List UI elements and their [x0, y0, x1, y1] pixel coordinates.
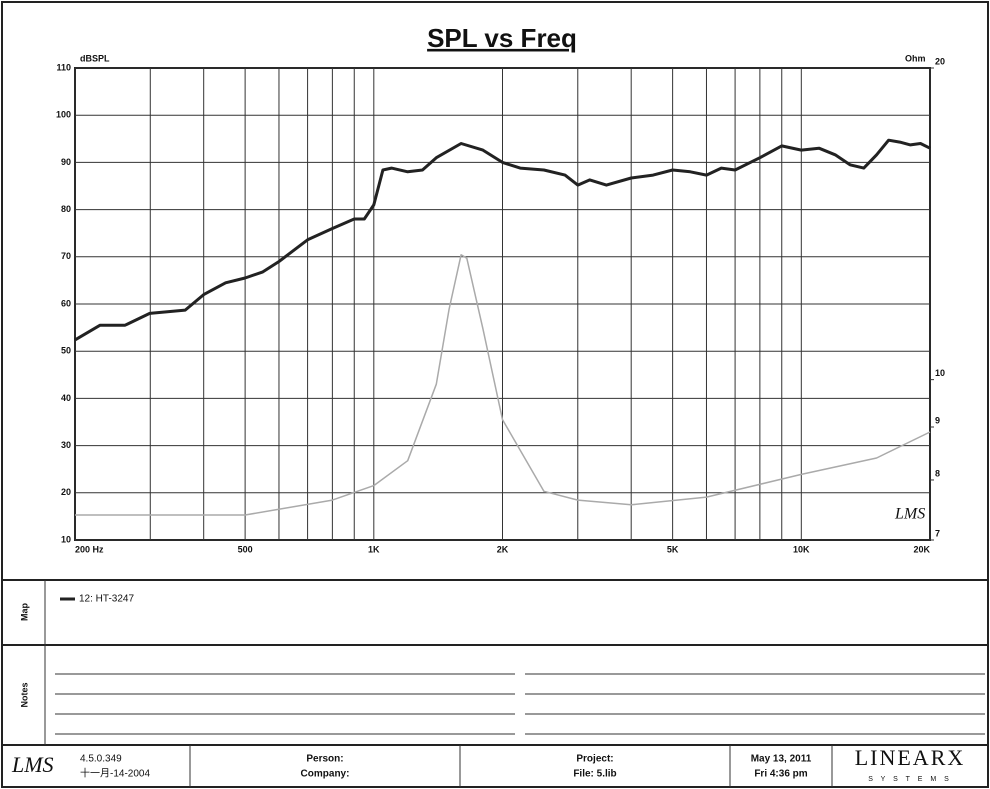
watermark: LMS	[894, 506, 925, 523]
y2-axis-label: Ohm	[905, 53, 926, 63]
company: Company:	[301, 769, 350, 780]
series-line	[75, 254, 931, 516]
y2-tick-label: 10	[935, 368, 945, 378]
x-tick-label: 1K	[368, 544, 380, 554]
note-lines	[55, 673, 985, 735]
footer-logo: LMS	[11, 752, 54, 777]
y2-tick-label: 20	[935, 56, 945, 66]
series-line	[74, 138, 931, 342]
brand: LINEARX	[855, 745, 966, 770]
y2-tick-label: 7	[935, 528, 940, 538]
y-tick-label: 20	[61, 487, 71, 497]
brand-sub: S Y S T E M S	[868, 776, 952, 783]
y-tick-label: 30	[61, 440, 71, 450]
x-tick-label: 200 Hz	[75, 544, 104, 554]
y2-tick-label: 9	[935, 415, 940, 425]
chart-title: SPL vs Freq	[427, 23, 577, 53]
y-tick-label: 40	[61, 393, 71, 403]
map-label: Map	[19, 602, 29, 621]
footer-dividers	[189, 745, 833, 787]
y-tick-label: 80	[61, 204, 71, 214]
y-tick-label: 100	[56, 110, 71, 120]
notes-label: Notes	[19, 682, 29, 707]
build-date: 十一月-14-2004	[80, 767, 150, 780]
x-tick-label: 20K	[913, 544, 930, 554]
y-axis-label: dBSPL	[80, 53, 110, 63]
y-tick-label: 110	[56, 62, 71, 72]
x-tick-label: 500	[238, 544, 253, 554]
y-tick-label: 10	[61, 534, 71, 544]
file: File: 5.lib	[573, 769, 616, 780]
x-tick-label: 10K	[793, 544, 810, 554]
project: Project:	[576, 754, 613, 765]
y-tick-label: 90	[61, 157, 71, 167]
person: Person:	[306, 754, 343, 765]
y-tick-label: 50	[61, 346, 71, 356]
version: 4.5.0.349	[80, 754, 122, 765]
x-tick-label: 5K	[667, 544, 679, 554]
report-time: Fri 4:36 pm	[754, 769, 807, 780]
report-date: May 13, 2011	[751, 754, 812, 765]
y-tick-label: 70	[61, 251, 71, 261]
legend-entry: 12: HT-3247	[79, 594, 134, 605]
y2-tick-label: 8	[935, 468, 940, 478]
y-tick-label: 60	[61, 298, 71, 308]
x-tick-label: 2K	[497, 544, 509, 554]
